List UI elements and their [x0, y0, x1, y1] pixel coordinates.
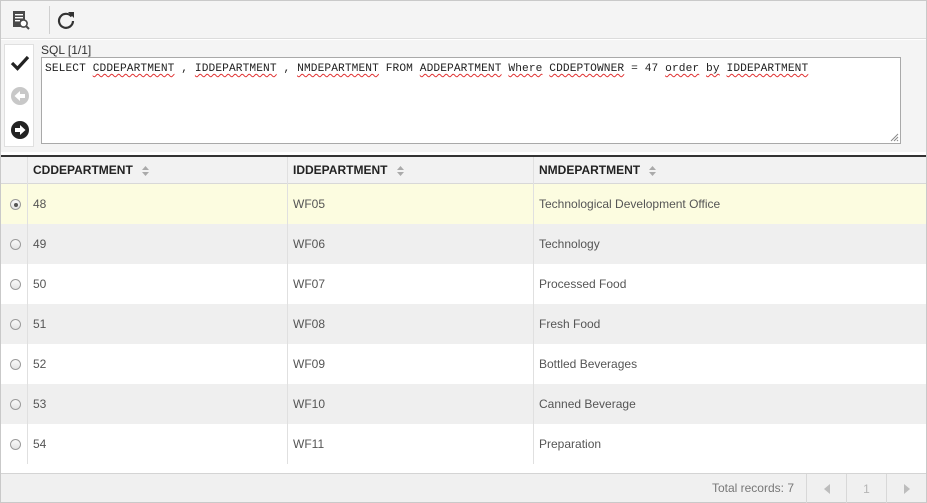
next-page-button[interactable]: [886, 474, 926, 503]
sql-token: order: [665, 63, 700, 75]
sql-token: [720, 63, 727, 75]
previous-button[interactable]: [9, 85, 31, 107]
column-divider: [27, 157, 28, 464]
table-cell-iddepartment: WF05: [293, 197, 326, 211]
sql-token: Where: [508, 63, 543, 75]
resize-grip-icon[interactable]: [890, 133, 899, 142]
grid-header: CDDEPARTMENT IDDEPARTMENT NMDEPARTMENT: [1, 157, 926, 184]
sql-panel: SQL [1/1] SELECT CDDEPARTMENT , IDDEPART…: [1, 40, 926, 152]
triangle-right-icon: [903, 483, 910, 494]
row-select-radio[interactable]: [10, 319, 21, 330]
table-cell-cddepartment: 50: [33, 277, 47, 291]
column-header-nmdepartment[interactable]: NMDEPARTMENT: [534, 157, 926, 184]
results-grid: CDDEPARTMENT IDDEPARTMENT NMDEPARTMENT 4…: [1, 157, 926, 464]
total-records: Total records: 7: [711, 481, 794, 495]
table-row[interactable]: 54 WF11 Preparation: [1, 424, 926, 464]
row-select-radio[interactable]: [10, 199, 21, 210]
column-divider: [533, 157, 534, 464]
sql-label: SQL [1/1]: [41, 43, 92, 57]
refresh-icon: [57, 12, 75, 29]
sql-token: by: [706, 63, 720, 75]
table-cell-nmdepartment: Processed Food: [539, 277, 627, 291]
table-cell-iddepartment: WF09: [293, 357, 326, 371]
page-number[interactable]: 1: [846, 474, 886, 503]
previous-page-button[interactable]: [806, 474, 846, 503]
sort-icon: [396, 165, 404, 176]
table-cell-iddepartment: WF08: [293, 317, 326, 331]
refresh-button[interactable]: [50, 5, 82, 35]
column-header-label: NMDEPARTMENT: [539, 163, 641, 177]
sql-query-text[interactable]: SELECT CDDEPARTMENT , IDDEPARTMENT , NMD…: [45, 63, 808, 75]
table-row[interactable]: 50 WF07 Processed Food: [1, 264, 926, 304]
column-divider: [287, 157, 288, 464]
table-cell-iddepartment: WF11: [293, 437, 325, 451]
toolbar: [1, 1, 926, 39]
table-cell-nmdepartment: Canned Beverage: [539, 397, 636, 411]
row-select-radio[interactable]: [10, 239, 21, 250]
sql-token: SELECT: [45, 63, 93, 75]
table-row[interactable]: 53 WF10 Canned Beverage: [1, 384, 926, 424]
table-cell-iddepartment: WF06: [293, 237, 326, 251]
sql-token: = 47: [624, 63, 666, 75]
sql-token: IDDEPARTMENT: [726, 63, 809, 75]
sql-token: NMDEPARTMENT: [297, 63, 379, 75]
table-cell-cddepartment: 54: [33, 437, 47, 451]
arrow-left-circle-icon: [11, 87, 29, 105]
table-cell-cddepartment: 49: [33, 237, 47, 251]
table-row[interactable]: 52 WF09 Bottled Beverages: [1, 344, 926, 384]
sort-icon: [142, 165, 150, 176]
arrow-right-circle-icon: [11, 121, 29, 139]
grid-footer: Total records: 7 1: [1, 473, 926, 503]
report-preview-button[interactable]: [4, 5, 36, 35]
sql-token: ADDEPARTMENT: [419, 63, 502, 75]
row-select-radio[interactable]: [10, 399, 21, 410]
sql-token: FROM: [378, 63, 420, 75]
column-header-label: IDDEPARTMENT: [293, 163, 388, 177]
row-select-radio[interactable]: [10, 359, 21, 370]
panel-divider: [1, 155, 926, 157]
table-cell-iddepartment: WF07: [293, 277, 326, 291]
sql-editor[interactable]: SELECT CDDEPARTMENT , IDDEPARTMENT , NMD…: [41, 57, 901, 144]
sql-actions: [4, 44, 34, 147]
table-row[interactable]: 48 WF05 Technological Development Office: [1, 184, 926, 224]
document-search-icon: [13, 11, 30, 30]
table-cell-cddepartment: 51: [33, 317, 47, 331]
table-cell-cddepartment: 48: [33, 197, 47, 211]
checkmark-icon: [10, 55, 30, 71]
sql-token: ,: [174, 63, 195, 75]
table-cell-nmdepartment: Technology: [539, 237, 600, 251]
sql-token: CDDEPTOWNER: [549, 63, 625, 75]
table-cell-nmdepartment: Preparation: [539, 437, 602, 451]
table-cell-cddepartment: 53: [33, 397, 47, 411]
sort-icon: [649, 165, 657, 176]
table-cell-nmdepartment: Technological Development Office: [539, 197, 721, 211]
table-cell-nmdepartment: Fresh Food: [539, 317, 601, 331]
column-header-cddepartment[interactable]: CDDEPARTMENT: [28, 157, 288, 184]
next-button[interactable]: [9, 119, 31, 141]
triangle-left-icon: [823, 483, 830, 494]
table-row[interactable]: 51 WF08 Fresh Food: [1, 304, 926, 344]
column-header-iddepartment[interactable]: IDDEPARTMENT: [288, 157, 534, 184]
row-select-radio[interactable]: [10, 279, 21, 290]
execute-button[interactable]: [9, 52, 31, 74]
table-row[interactable]: 49 WF06 Technology: [1, 224, 926, 264]
column-header-label: CDDEPARTMENT: [33, 163, 133, 177]
sql-token: IDDEPARTMENT: [194, 63, 277, 75]
toolbar-separator: [49, 6, 50, 34]
row-select-radio[interactable]: [10, 439, 21, 450]
table-cell-nmdepartment: Bottled Beverages: [539, 357, 638, 371]
table-cell-iddepartment: WF10: [293, 397, 326, 411]
table-cell-cddepartment: 52: [33, 357, 47, 371]
sql-token: ,: [276, 63, 298, 75]
sql-token: CDDEPARTMENT: [92, 63, 175, 75]
